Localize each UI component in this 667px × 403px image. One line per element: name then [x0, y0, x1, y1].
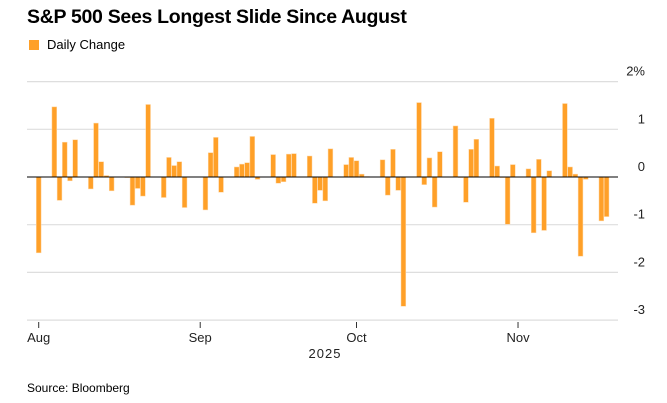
y-tick-label: 1	[638, 111, 645, 126]
x-tick-label: Aug	[27, 330, 50, 345]
bar	[395, 176, 401, 191]
bar	[577, 176, 584, 257]
x-tick-label: Oct	[346, 330, 367, 345]
bar	[322, 176, 328, 202]
bar	[280, 176, 287, 183]
bar	[437, 151, 443, 178]
bar	[562, 103, 568, 178]
bar	[452, 125, 459, 178]
bar	[36, 176, 42, 254]
x-tick-label: Nov	[506, 330, 530, 345]
bar	[541, 176, 547, 231]
x-tick-label: Sep	[189, 330, 212, 345]
bar	[176, 161, 183, 178]
bar	[286, 153, 292, 178]
bar	[218, 176, 224, 193]
x-axis-label: 2025	[309, 346, 342, 361]
bar	[239, 163, 245, 178]
y-tick-label: -2	[633, 254, 645, 269]
bar	[494, 165, 500, 178]
bar	[536, 159, 542, 178]
bar	[202, 176, 209, 211]
source-note: Source: Bloomberg	[27, 381, 130, 395]
bar	[525, 168, 532, 178]
bar	[88, 176, 94, 190]
legend-swatch	[29, 39, 39, 50]
bar	[62, 141, 68, 178]
bar	[67, 176, 73, 182]
bar	[234, 166, 240, 178]
bar	[291, 153, 297, 178]
bar	[166, 157, 172, 178]
bar	[312, 176, 318, 204]
bar	[98, 161, 104, 178]
y-tick-label: -1	[633, 207, 645, 222]
bar	[603, 176, 610, 217]
bar	[327, 148, 334, 178]
bar	[531, 176, 537, 234]
bar	[473, 139, 479, 178]
bar	[379, 159, 386, 178]
bar	[468, 149, 474, 178]
bar	[249, 136, 255, 178]
y-tick-label: 0	[638, 159, 645, 174]
bar	[140, 176, 146, 197]
bar	[56, 176, 63, 201]
bar	[244, 162, 250, 178]
bar	[171, 165, 177, 178]
bar	[432, 176, 438, 208]
chart-title: S&P 500 Sees Longest Slide Since August	[27, 6, 407, 28]
bar	[161, 176, 167, 198]
bar	[72, 139, 78, 178]
legend: Daily Change	[29, 37, 125, 52]
bar	[145, 104, 151, 178]
y-tick-label: -3	[633, 302, 645, 317]
bar	[546, 170, 552, 178]
bar	[51, 106, 57, 178]
bar	[108, 176, 115, 192]
bar	[275, 176, 282, 184]
bar	[317, 176, 323, 191]
bar	[343, 164, 349, 178]
bar	[489, 118, 495, 178]
bar	[504, 176, 511, 225]
bar	[510, 164, 516, 178]
bar	[207, 152, 214, 178]
bar	[353, 160, 360, 178]
bar	[213, 137, 219, 178]
bar	[93, 122, 99, 178]
bar	[421, 176, 427, 185]
bar	[567, 166, 573, 178]
bar	[598, 176, 605, 222]
bar	[385, 176, 391, 196]
bar	[400, 176, 407, 307]
bar	[270, 154, 276, 178]
bar	[348, 157, 354, 178]
bar	[181, 176, 188, 208]
y-tick-label: 2%	[626, 64, 645, 79]
bar	[416, 102, 422, 178]
bar	[426, 157, 433, 178]
bar	[463, 176, 469, 203]
bar	[135, 176, 141, 189]
legend-label: Daily Change	[47, 37, 126, 52]
bar	[306, 155, 313, 178]
bar	[129, 176, 136, 206]
bar	[390, 149, 396, 178]
